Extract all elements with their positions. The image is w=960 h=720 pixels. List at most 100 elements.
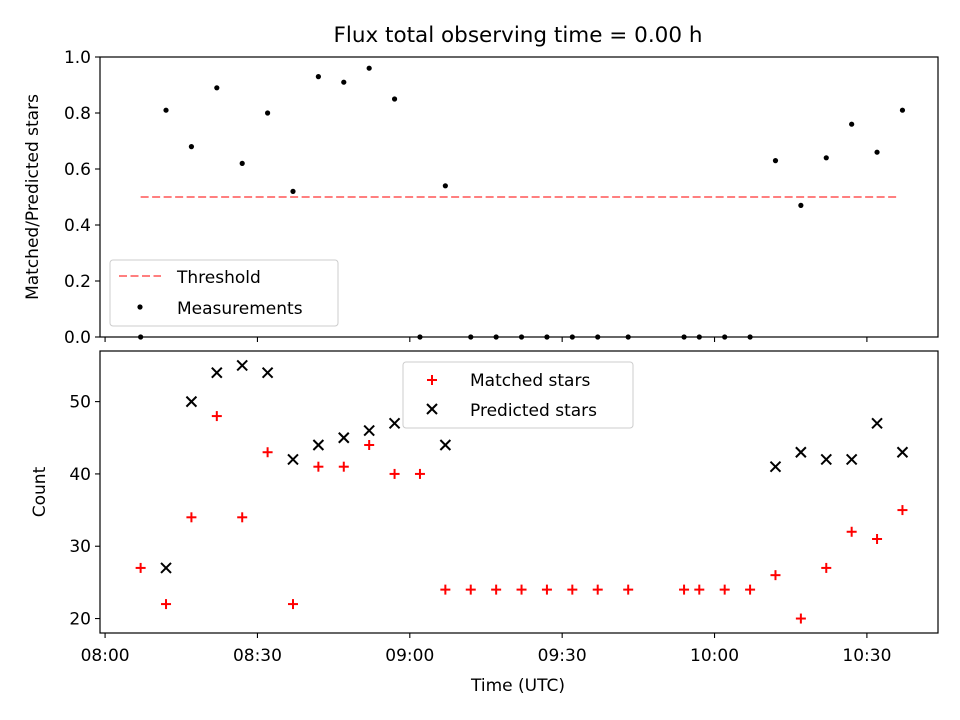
- predicted-star-point: [820, 453, 832, 466]
- measurement-point: [214, 85, 220, 91]
- predicted-star-point: [312, 439, 325, 451]
- bottom-y-tick-label: 50: [69, 393, 91, 413]
- legend-matched-label: Matched stars: [470, 371, 590, 391]
- measurement-point: [899, 107, 906, 113]
- measurement-point: [391, 96, 398, 102]
- matched-star-point: [491, 584, 502, 595]
- predicted-star-point: [185, 395, 198, 408]
- top-y-tick-label: 0.8: [64, 104, 91, 124]
- x-tick-label: 10:30: [842, 646, 891, 666]
- measurement-point: [188, 144, 195, 150]
- x-tick-label: 09:00: [385, 646, 434, 666]
- measurement-point: [239, 160, 245, 166]
- matched-star-point: [567, 584, 578, 595]
- matched-star-point: [897, 505, 908, 516]
- legend-predicted-label: Predicted stars: [470, 401, 597, 421]
- legend-predicted-swatch: [426, 403, 438, 415]
- matched-star-point: [262, 447, 273, 458]
- measurement-point: [823, 155, 829, 161]
- matched-star-point: [679, 584, 690, 595]
- matched-star-point: [770, 570, 781, 581]
- predicted-star-point: [211, 366, 223, 379]
- predicted-star-point: [236, 359, 248, 372]
- measurement-point: [341, 79, 347, 85]
- predicted-star-point: [871, 417, 883, 430]
- predicted-star-point: [795, 446, 807, 458]
- matched-star-point: [846, 526, 857, 537]
- predicted-star-point: [388, 417, 401, 430]
- bottom-y-tick-label: 40: [69, 465, 91, 485]
- top-y-tick-label: 0.2: [64, 272, 91, 292]
- bottom-y-axis-label: Count: [30, 466, 50, 517]
- matched-star-point: [313, 461, 324, 472]
- matched-star-point: [161, 599, 172, 610]
- x-axis-label: Time (UTC): [470, 676, 565, 696]
- predicted-star-point: [845, 453, 858, 466]
- measurement-point: [315, 74, 321, 80]
- legend-measurements-swatch: [137, 304, 143, 310]
- matched-star-point: [287, 599, 298, 610]
- x-tick-label: 08:00: [81, 646, 130, 666]
- measurement-point: [442, 183, 448, 189]
- measurement-point: [798, 202, 804, 208]
- matched-star-point: [135, 562, 146, 573]
- bottom-legend: Matched stars Predicted stars: [402, 361, 634, 429]
- matched-star-point: [694, 584, 705, 595]
- top-x-ticks: [104, 337, 868, 342]
- measurement-point: [163, 107, 169, 113]
- bottom-y-axis: 20 30 40 50: [69, 393, 100, 630]
- top-y-tick-label: 0.0: [64, 328, 91, 348]
- predicted-star-point: [896, 446, 909, 458]
- top-panel: 0.0 0.2 0.4 0.6 0.8 1.0 Matched/Predicted sta…: [23, 48, 939, 348]
- top-legend: Threshold Measurements: [109, 259, 339, 327]
- predicted-star-point: [160, 562, 172, 574]
- matched-star-point: [821, 562, 832, 573]
- top-y-axis: 0.0 0.2 0.4 0.6 0.8 1.0: [64, 48, 100, 348]
- top-y-tick-label: 1.0: [64, 48, 91, 68]
- matched-star-point: [389, 468, 400, 479]
- predicted-star-point: [363, 424, 375, 437]
- top-y-tick-label: 0.4: [64, 216, 91, 236]
- predicted-star-point: [338, 432, 350, 444]
- legend-threshold-label: Threshold: [176, 268, 261, 288]
- measurement-point: [874, 149, 880, 155]
- predicted-star-point: [439, 439, 452, 451]
- matched-star-point: [211, 411, 222, 422]
- matched-star-point: [623, 584, 634, 595]
- matched-star-point: [795, 613, 806, 624]
- matched-star-point: [338, 461, 349, 472]
- x-tick-label: 10:00: [690, 646, 739, 666]
- legend-measurements-label: Measurements: [177, 299, 303, 319]
- matched-star-point: [872, 534, 883, 544]
- matched-star-point: [745, 584, 756, 595]
- measurement-point: [290, 188, 296, 194]
- bottom-plot-area: [135, 359, 909, 624]
- measurement-point: [849, 121, 855, 127]
- matched-star-point: [592, 584, 603, 595]
- matched-star-point: [237, 512, 248, 523]
- measurement-point: [772, 158, 779, 164]
- matched-star-point: [541, 584, 552, 595]
- matched-star-point: [186, 512, 197, 523]
- measurement-point: [265, 110, 271, 116]
- matched-star-point: [414, 468, 425, 479]
- top-plot-area: [138, 65, 906, 340]
- predicted-star-point: [769, 460, 782, 473]
- x-tick-label: 08:30: [233, 646, 282, 666]
- x-tick-label: 09:30: [538, 646, 587, 666]
- matched-star-point: [364, 440, 375, 450]
- matched-star-point: [719, 584, 730, 595]
- matched-star-point: [465, 584, 476, 595]
- bottom-x-axis: 08:00 08:30 09:00 09:30 10:00 10:30: [81, 633, 891, 666]
- chart-title: Flux total observing time = 0.00 h: [334, 23, 703, 48]
- matched-star-point: [516, 584, 527, 595]
- predicted-star-point: [287, 453, 299, 466]
- top-y-axis-label: Matched/Predicted stars: [23, 94, 43, 300]
- predicted-star-point: [261, 366, 274, 379]
- legend-matched-swatch: [427, 375, 437, 385]
- measurement-point: [366, 65, 372, 71]
- top-y-tick-label: 0.6: [64, 160, 91, 180]
- bottom-y-tick-label: 30: [69, 537, 91, 557]
